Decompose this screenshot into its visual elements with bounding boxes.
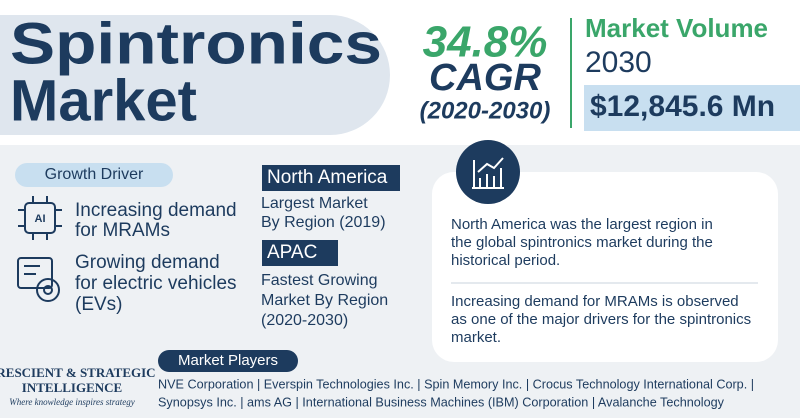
region-line: Fastest Growing — [261, 272, 377, 289]
insight-line: Increasing demand for MRAMs is observed — [451, 293, 739, 310]
region-badge — [262, 240, 338, 266]
players-label: Market Players — [178, 352, 278, 369]
region-name: APAC — [267, 242, 317, 263]
players-pill — [158, 350, 298, 372]
region-badge — [262, 165, 400, 191]
insight-line: the global spintronics market during the — [451, 234, 713, 251]
players-line: NVE Corporation | Everspin Technologies … — [158, 377, 754, 391]
title-backdrop — [0, 15, 390, 135]
volume-value: $12,845.6 Mn — [590, 90, 775, 123]
title-line: Spintronics — [10, 11, 382, 76]
growth-driver-label: Growth Driver — [45, 166, 144, 183]
insight-line: historical period. — [451, 252, 560, 269]
region-line: By Region (2019) — [261, 214, 386, 231]
driver-line: Increasing demand — [75, 200, 237, 221]
logo-tagline: Where knowledge inspires strategy — [9, 397, 135, 407]
title-line: Market — [10, 68, 197, 133]
cagr-label: CAGR — [429, 57, 541, 99]
region-name: North America — [267, 167, 388, 188]
cagr-period: (2020-2030) — [420, 97, 551, 124]
logo-line: INTELLIGENCE — [22, 380, 122, 395]
players-line: Synopsys Inc. | ams AG | International B… — [158, 395, 725, 409]
region-line: Market By Region — [261, 292, 388, 309]
insight-line: market. — [451, 329, 501, 346]
ai-icon-text: AI — [35, 213, 46, 225]
volume-year: 2030 — [585, 46, 652, 79]
driver-line: for electric vehicles — [75, 273, 237, 294]
driver-line: Growing demand — [75, 252, 220, 273]
growth-driver-pill — [15, 163, 173, 187]
logo-line: PRESCIENT & STRATEGIC — [0, 365, 156, 380]
insight-card — [432, 172, 778, 362]
insight-line: North America was the largest region in — [451, 216, 713, 233]
chart-icon-circle — [456, 140, 520, 204]
ai-icon — [18, 196, 62, 240]
region-line: (2020-2030) — [261, 312, 348, 329]
region-line: Largest Market — [261, 195, 368, 212]
volume-label: Market Volume — [585, 13, 768, 43]
driver-line: for MRAMs — [75, 220, 170, 241]
cagr-value: 34.8% — [423, 18, 548, 67]
chart-icon — [472, 157, 504, 189]
driver-line: (EVs) — [75, 294, 123, 315]
insight-line: as one of the major drivers for the spin… — [451, 311, 751, 328]
ev-icon — [17, 257, 60, 302]
volume-box — [584, 85, 800, 131]
